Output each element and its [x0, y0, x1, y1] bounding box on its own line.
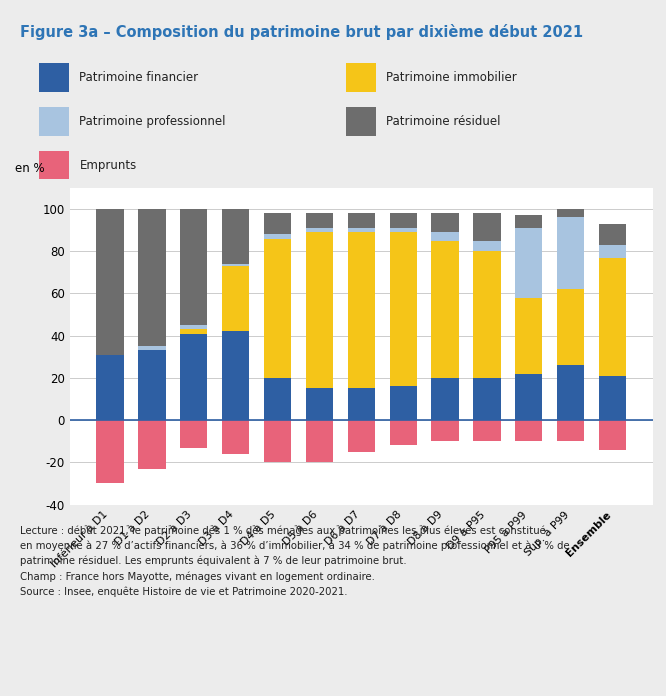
Bar	[390, 386, 417, 420]
Bar	[97, 209, 124, 355]
Text: Patrimoine professionnel: Patrimoine professionnel	[79, 115, 226, 128]
Bar	[97, 420, 124, 484]
Bar	[306, 213, 333, 228]
Bar	[474, 378, 501, 420]
Bar	[348, 228, 375, 232]
Bar	[180, 329, 207, 333]
Bar	[599, 245, 626, 258]
Bar	[390, 213, 417, 228]
Bar	[139, 420, 166, 468]
Bar	[180, 209, 207, 325]
Bar	[390, 228, 417, 232]
Bar	[474, 420, 501, 441]
Bar	[515, 374, 542, 420]
Bar	[222, 420, 249, 454]
Bar	[557, 290, 584, 365]
Bar	[97, 355, 124, 420]
Bar	[180, 333, 207, 420]
Bar	[306, 420, 333, 462]
Bar	[180, 325, 207, 329]
Bar	[306, 232, 333, 388]
Text: Patrimoine immobilier: Patrimoine immobilier	[386, 71, 517, 84]
Bar	[346, 107, 376, 136]
Bar	[139, 347, 166, 351]
Bar	[264, 235, 291, 239]
Bar	[432, 241, 459, 378]
Bar	[599, 376, 626, 420]
Bar	[557, 420, 584, 441]
Bar	[432, 378, 459, 420]
Bar	[557, 365, 584, 420]
Bar	[39, 107, 69, 136]
Bar	[139, 351, 166, 420]
Bar	[515, 215, 542, 228]
Bar	[264, 213, 291, 235]
Bar	[222, 264, 249, 266]
Bar	[390, 420, 417, 445]
Bar	[474, 251, 501, 378]
Text: Emprunts: Emprunts	[79, 159, 137, 172]
Bar	[306, 388, 333, 420]
Bar	[264, 239, 291, 378]
Text: en %: en %	[15, 162, 44, 175]
Bar	[474, 241, 501, 251]
Bar	[306, 228, 333, 232]
Bar	[390, 232, 417, 386]
Bar	[264, 378, 291, 420]
Bar	[432, 420, 459, 441]
Bar	[432, 213, 459, 232]
Bar	[39, 151, 69, 180]
Bar	[348, 388, 375, 420]
Bar	[139, 209, 166, 347]
Bar	[180, 420, 207, 448]
Bar	[515, 228, 542, 298]
Bar	[599, 224, 626, 245]
Bar	[557, 217, 584, 290]
Bar	[346, 63, 376, 92]
Bar	[39, 63, 69, 92]
Bar	[474, 213, 501, 241]
Bar	[557, 209, 584, 217]
Text: Patrimoine résiduel: Patrimoine résiduel	[386, 115, 501, 128]
Text: Lecture : début 2021, le patrimoine des 1 % des ménages aux patrimoines les plus: Lecture : début 2021, le patrimoine des …	[20, 525, 569, 596]
Bar	[515, 420, 542, 441]
Bar	[348, 213, 375, 228]
Bar	[599, 420, 626, 450]
Bar	[348, 420, 375, 452]
Bar	[222, 209, 249, 264]
Bar	[348, 232, 375, 388]
Bar	[222, 331, 249, 420]
Bar	[432, 232, 459, 241]
Text: Figure 3a – Composition du patrimoine brut par dixième début 2021: Figure 3a – Composition du patrimoine br…	[20, 24, 583, 40]
Bar	[599, 258, 626, 376]
Bar	[222, 266, 249, 331]
Bar	[264, 420, 291, 462]
Bar	[515, 298, 542, 374]
Text: Patrimoine financier: Patrimoine financier	[79, 71, 198, 84]
